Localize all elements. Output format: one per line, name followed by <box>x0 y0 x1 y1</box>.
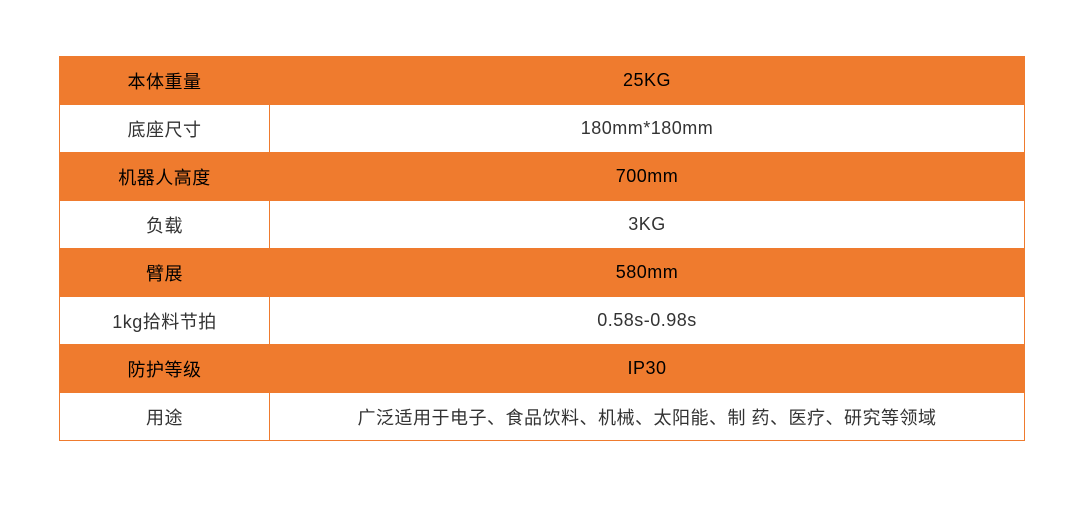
table-row: 底座尺寸 180mm*180mm <box>60 105 1025 153</box>
row-value: 25KG <box>270 57 1025 105</box>
row-label: 防护等级 <box>60 345 270 393</box>
row-value: 580mm <box>270 249 1025 297</box>
row-label: 底座尺寸 <box>60 105 270 153</box>
table-row: 用途 广泛适用于电子、食品饮料、机械、太阳能、制 药、医疗、研究等领域 <box>60 393 1025 441</box>
row-label: 负载 <box>60 201 270 249</box>
row-value: 3KG <box>270 201 1025 249</box>
row-label: 臂展 <box>60 249 270 297</box>
row-label: 本体重量 <box>60 57 270 105</box>
table-row: 机器人高度 700mm <box>60 153 1025 201</box>
table-row: 本体重量 25KG <box>60 57 1025 105</box>
row-label: 用途 <box>60 393 270 441</box>
row-value: 广泛适用于电子、食品饮料、机械、太阳能、制 药、医疗、研究等领域 <box>270 393 1025 441</box>
row-value: 180mm*180mm <box>270 105 1025 153</box>
spec-table: 本体重量 25KG 底座尺寸 180mm*180mm 机器人高度 700mm 负… <box>59 56 1025 441</box>
row-value: 0.58s-0.98s <box>270 297 1025 345</box>
row-value: 700mm <box>270 153 1025 201</box>
table-row: 负载 3KG <box>60 201 1025 249</box>
table-row: 防护等级 IP30 <box>60 345 1025 393</box>
row-label: 1kg拾料节拍 <box>60 297 270 345</box>
table-row: 臂展 580mm <box>60 249 1025 297</box>
spec-table-body: 本体重量 25KG 底座尺寸 180mm*180mm 机器人高度 700mm 负… <box>60 57 1025 441</box>
table-row: 1kg拾料节拍 0.58s-0.98s <box>60 297 1025 345</box>
row-label: 机器人高度 <box>60 153 270 201</box>
row-value: IP30 <box>270 345 1025 393</box>
